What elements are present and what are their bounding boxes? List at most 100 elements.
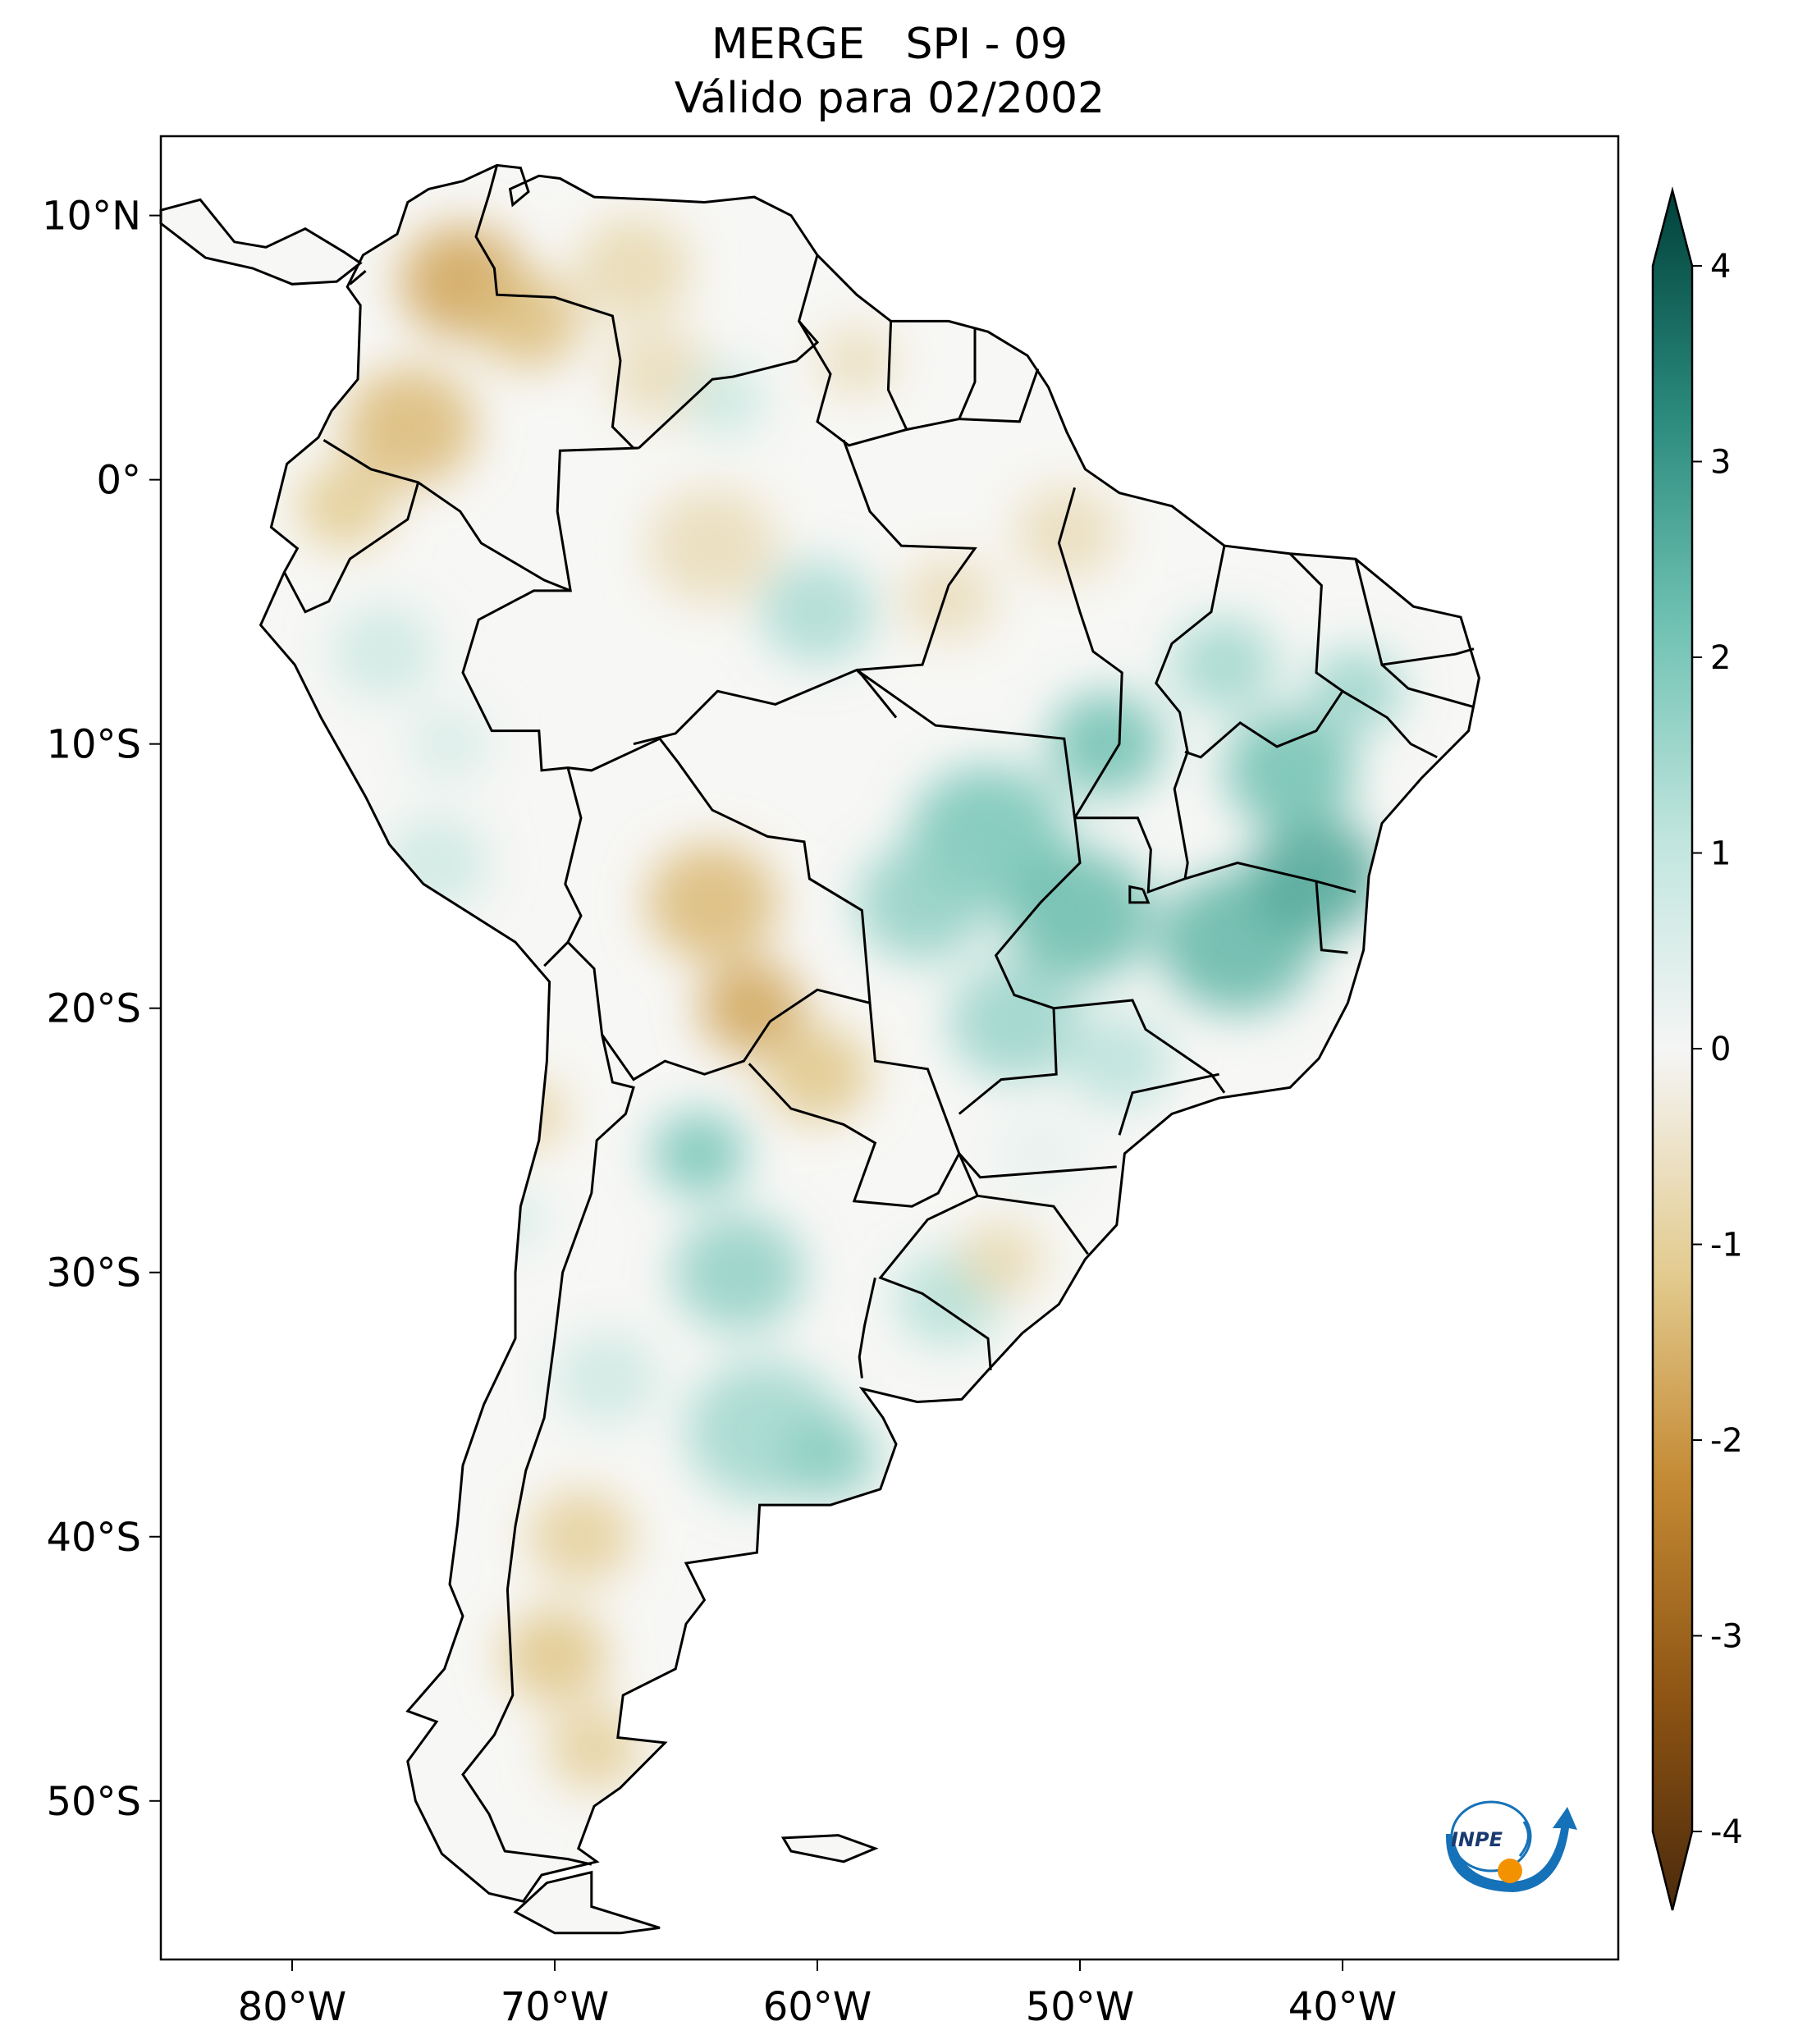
continent-shape [260,165,1480,1902]
border-line [1074,816,1186,894]
spi-blob [476,273,581,368]
border-line [633,668,898,746]
spi-blob [407,706,492,782]
colorbar-tick-label: 1 [1710,835,1731,873]
spi-anomaly-field [297,216,1403,1902]
y-tick-label: 20°S [46,986,141,1032]
logo-orbit [1450,1800,1532,1873]
spi-blob [647,843,778,962]
map-border [159,135,1620,1961]
y-axis: 10°N 0° 10°S 20°S 30°S 40°S 50°S [42,194,161,1825]
border-line [1354,558,1475,666]
colorbar-tick-label: 0 [1710,1031,1731,1068]
border-line [461,446,992,1371]
spi-blob [547,1705,642,1791]
border-line [958,368,1040,423]
spi-blob [699,961,804,1056]
spi-blob [528,1489,634,1584]
land-layer [260,165,1480,1902]
spi-blob [1251,816,1382,935]
logo-text: INPE [1451,1828,1503,1851]
border-line [1342,690,1438,759]
x-tick-label: 50°W [1026,1984,1135,2030]
spi-blob [1067,1013,1172,1109]
y-tick-label: 40°S [46,1515,141,1561]
x-tick-label: 60°W [763,1984,872,2030]
spi-blob [857,843,988,962]
colorbar-ticks: 4 3 2 1 0 -1 -2 -3 -4 [1692,248,1743,1851]
colorbar-tick-label: 4 [1710,248,1731,286]
map-subtitle: Válido para 02/2002 [674,74,1105,123]
border-line [798,320,908,447]
spi-blob [1006,849,1154,982]
border-line [474,165,639,450]
border-line [906,329,977,431]
border-line [323,439,571,592]
y-tick-label: 30°S [46,1251,141,1296]
y-tick-label: 10°S [46,722,141,768]
spi-blob [993,1111,1088,1196]
border-line [842,439,977,671]
y-tick-label: 0° [96,458,141,504]
spi-blob [759,560,876,665]
inpe-logo: INPE [1445,1800,1577,1892]
colorbar-tick-label: -2 [1710,1422,1743,1460]
colorbar-tick-label: -3 [1710,1618,1743,1656]
island-outline [513,1870,661,1935]
logo-swoosh [1445,1807,1577,1892]
coastline [258,163,1480,1903]
spi-blob [949,962,1080,1081]
logo-sun [1498,1859,1522,1883]
border-line [1315,880,1348,954]
border-line [858,1277,876,1379]
spi-blob [1172,617,1277,712]
border-line [1155,545,1226,880]
border-line [856,669,1077,818]
border-line [461,941,635,1866]
spi-blob [607,327,712,422]
spi-blob [345,368,476,487]
spi-blob [1014,485,1119,580]
spi-blob [332,604,437,699]
border-line [283,482,420,614]
spi-blob [297,464,392,549]
colorbar-tick-label: -1 [1710,1227,1743,1264]
border-line [748,1063,961,1208]
border-line [601,988,871,1081]
x-tick-label: 40°W [1288,1984,1398,2030]
border-line [1380,663,1475,709]
map-title: MERGE SPI - 09 [711,20,1068,69]
spi-blob [647,487,778,606]
border-line [349,270,367,286]
spi-blob [575,216,692,321]
border-line [1128,885,1151,904]
colorbar: 4 3 2 1 0 -1 -2 -3 -4 [1651,186,1743,1911]
spi-blob [673,1213,804,1332]
border-line [1184,552,1345,759]
colorbar-tick-label: -4 [1710,1813,1743,1851]
border-line [958,1152,1117,1179]
border-line [1118,1072,1219,1136]
spi-blob [783,1415,878,1500]
x-axis: 80°W 70°W 60°W 50°W 40°W [238,1959,1398,2030]
border-line [543,767,583,967]
colorbar-tick-label: 3 [1710,444,1731,482]
spi-blob [958,1221,1044,1297]
colorbar-tick-label: 2 [1710,639,1731,677]
spi-blob [1048,692,1164,797]
border-line [808,877,863,912]
border-line [1184,862,1357,894]
y-tick-label: 10°N [42,194,141,240]
border-line [958,1008,1058,1115]
logo-orbit-arrow [1518,1821,1530,1857]
spi-blob [555,1330,660,1426]
spi-blob [502,1608,607,1703]
x-tick-label: 70°W [501,1984,610,2030]
y-tick-label: 50°S [46,1779,141,1825]
island-outline [159,198,363,286]
island-outline [780,1834,879,1863]
x-tick-label: 80°W [238,1984,347,2030]
border-line [977,1194,1089,1255]
spi-blob [817,325,896,396]
